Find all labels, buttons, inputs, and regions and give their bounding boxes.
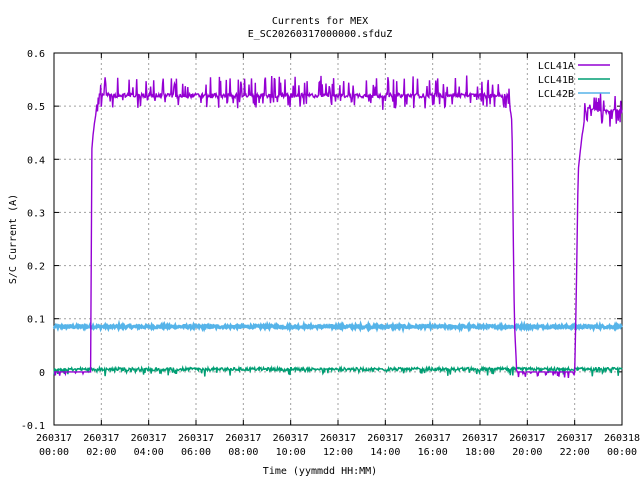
y-tick-label: 0.2 xyxy=(27,262,45,273)
x-tick-label-date: 260317 xyxy=(273,433,309,444)
legend-label: LCL42B xyxy=(538,89,574,100)
x-axis-label: Time (yymmdd HH:MM) xyxy=(263,466,377,477)
x-tick-label-date: 260317 xyxy=(131,433,167,444)
legend-label: LCL41A xyxy=(538,61,574,72)
x-tick-label-time: 00:00 xyxy=(607,447,637,458)
x-tick-label-time: 12:00 xyxy=(323,447,353,458)
x-tick-label-time: 14:00 xyxy=(370,447,400,458)
x-tick-label-date: 260317 xyxy=(83,433,119,444)
y-tick-label: 0.3 xyxy=(27,208,45,219)
y-tick-label: -0.1 xyxy=(21,421,45,432)
x-tick-label-date: 260317 xyxy=(36,433,72,444)
y-tick-label: 0.6 xyxy=(27,49,45,60)
y-tick-label: 0 xyxy=(39,368,45,379)
x-tick-label-date: 260317 xyxy=(225,433,261,444)
x-tick-label-time: 18:00 xyxy=(465,447,495,458)
x-tick-label-time: 10:00 xyxy=(276,447,306,458)
x-tick-label-time: 00:00 xyxy=(39,447,69,458)
x-tick-label-date: 260318 xyxy=(604,433,640,444)
x-tick-label-date: 260317 xyxy=(320,433,356,444)
x-axis: 260317 00:00 260317 02:00 260317 04:00 260317 0… xyxy=(36,53,640,458)
x-tick-label-date: 260317 xyxy=(509,433,545,444)
x-tick-label-date: 260317 xyxy=(367,433,403,444)
y-axis-label: S/C Current (A) xyxy=(8,194,19,284)
series-line-lcl41b xyxy=(53,364,623,377)
x-tick-label-time: 02:00 xyxy=(86,447,116,458)
x-tick-label-time: 08:00 xyxy=(228,447,258,458)
x-tick-label-time: 16:00 xyxy=(418,447,448,458)
chart-title: Currents for MEX xyxy=(272,16,368,27)
grid xyxy=(54,53,622,425)
series-line-lcl42b xyxy=(52,319,623,334)
chart-subtitle: E_SC20260317000000.sfduZ xyxy=(248,29,393,40)
y-axis: -0.1 0 0.1 0.2 0.3 0.4 0.5 0.6 xyxy=(21,49,622,432)
x-tick-label-date: 260317 xyxy=(415,433,451,444)
y-tick-label: 0.5 xyxy=(27,102,45,113)
x-tick-label-date: 260317 xyxy=(178,433,214,444)
x-tick-label-date: 260317 xyxy=(557,433,593,444)
x-tick-label-time: 06:00 xyxy=(181,447,211,458)
x-tick-label-time: 20:00 xyxy=(512,447,542,458)
x-tick-label-time: 22:00 xyxy=(560,447,590,458)
y-tick-label: 0.1 xyxy=(27,315,45,326)
y-tick-label: 0.4 xyxy=(27,155,45,166)
series-group xyxy=(52,75,623,378)
x-tick-label-time: 04:00 xyxy=(134,447,164,458)
series-line-lcl41a xyxy=(53,75,623,378)
legend-label: LCL41B xyxy=(538,75,574,86)
x-tick-label-date: 260317 xyxy=(462,433,498,444)
legend: LCL41A LCL41B LCL42B xyxy=(538,61,610,100)
